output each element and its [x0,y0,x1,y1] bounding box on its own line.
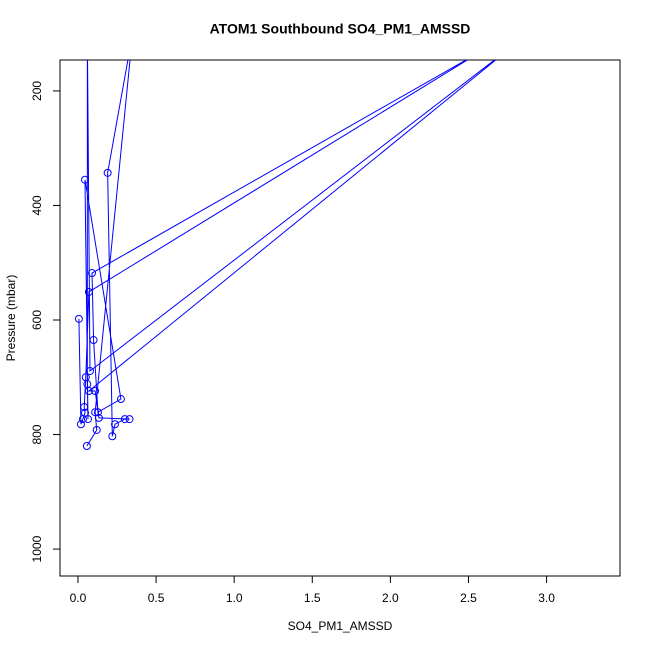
data-point [80,403,89,412]
y-tick-label: 800 [30,424,44,444]
data-point [84,387,93,396]
data-point [103,168,112,177]
x-tick-label: 1.5 [304,591,321,605]
x-axis-label: SO4_PM1_AMSSD [288,619,393,633]
series-line [78,60,497,447]
data-point [91,408,100,417]
x-tick-label: 2.0 [382,591,399,605]
y-tick-label: 600 [30,310,44,330]
x-tick-label: 0.5 [148,591,165,605]
data-point [84,287,93,296]
x-tick-label: 1.0 [226,591,243,605]
x-tick-label: 2.5 [460,591,477,605]
y-axis-label: Pressure (mbar) [4,275,18,362]
y-tick-label: 200 [30,81,44,101]
x-tick-label: 0.0 [70,591,87,605]
data-point [80,408,89,417]
y-tick-label: 1000 [30,535,44,562]
data-point [82,441,91,450]
data-point [76,420,85,429]
chart-title: ATOM1 Southbound SO4_PM1_AMSSD [210,21,471,37]
x-tick-label: 3.0 [538,591,555,605]
data-point [108,432,117,441]
data-point [88,269,97,278]
data-point [94,413,103,422]
plot-frame [59,59,621,577]
data-point [116,395,125,404]
data-point [125,415,134,424]
data-point [93,408,102,417]
data-point [85,366,94,375]
data-point [91,387,100,396]
data-point [80,175,89,184]
data-point [74,314,83,323]
y-tick-label: 400 [30,195,44,215]
data-point [92,425,101,434]
data-point [89,336,98,345]
data-point [120,415,129,424]
data-point [110,420,119,429]
plot-area [74,60,497,450]
data-point [83,415,92,424]
